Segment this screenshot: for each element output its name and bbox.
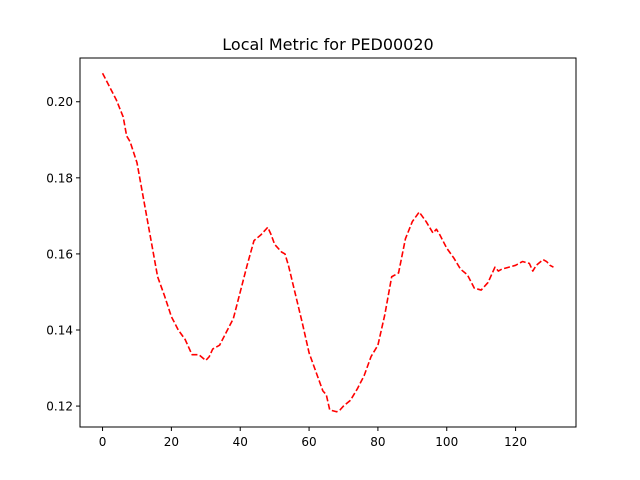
y-tick-label: 0.18 — [46, 171, 73, 185]
y-tick-label: 0.20 — [46, 95, 73, 109]
x-tick-label: 20 — [164, 435, 179, 449]
chart-title: Local Metric for PED00020 — [222, 35, 433, 54]
series-layer — [101, 72, 554, 413]
y-tick-label: 0.12 — [46, 400, 73, 414]
x-tick-label: 100 — [435, 435, 458, 449]
x-tick-label: 80 — [370, 435, 385, 449]
plot-frame — [79, 57, 577, 428]
x-tick-label: 120 — [504, 435, 527, 449]
x-tick-label: 0 — [99, 435, 107, 449]
x-axis: 0 20 40 60 80 100 120 — [99, 427, 527, 449]
series-line — [101, 72, 554, 413]
x-tick-label: 40 — [233, 435, 248, 449]
y-tick-label: 0.16 — [46, 247, 73, 261]
x-tick-label: 60 — [301, 435, 316, 449]
y-tick-label: 0.14 — [46, 323, 73, 337]
y-axis: 0.12 0.14 0.16 0.18 0.20 — [46, 95, 80, 414]
